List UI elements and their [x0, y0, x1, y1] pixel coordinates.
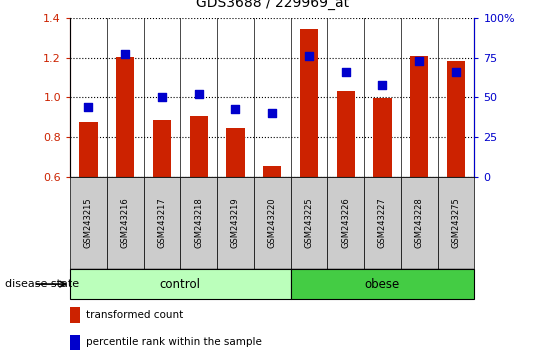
- Bar: [70, 307, 80, 323]
- Bar: [143, 177, 181, 269]
- Bar: [300, 29, 318, 177]
- Bar: [226, 128, 245, 177]
- Bar: [70, 269, 291, 299]
- Bar: [263, 166, 281, 177]
- Bar: [217, 177, 254, 269]
- Text: GSM243228: GSM243228: [414, 198, 424, 249]
- Text: control: control: [160, 278, 201, 291]
- Text: percentile rank within the sample: percentile rank within the sample: [86, 337, 262, 348]
- Text: GSM243217: GSM243217: [157, 198, 167, 249]
- Point: [195, 91, 203, 97]
- Point: [121, 51, 129, 57]
- Bar: [364, 177, 401, 269]
- Text: GSM243220: GSM243220: [268, 198, 277, 249]
- Bar: [336, 91, 355, 177]
- Bar: [116, 57, 134, 177]
- Text: transformed count: transformed count: [86, 310, 183, 320]
- Point: [231, 105, 240, 111]
- Point: [415, 58, 424, 64]
- Text: obese: obese: [365, 278, 400, 291]
- Text: GSM243219: GSM243219: [231, 198, 240, 249]
- Bar: [181, 177, 217, 269]
- Point: [157, 95, 166, 100]
- Text: GSM243227: GSM243227: [378, 198, 387, 249]
- Text: GSM243215: GSM243215: [84, 198, 93, 249]
- Bar: [190, 116, 208, 177]
- Bar: [401, 177, 438, 269]
- Text: GSM243226: GSM243226: [341, 198, 350, 249]
- Bar: [410, 56, 429, 177]
- Bar: [327, 177, 364, 269]
- Point: [378, 82, 387, 87]
- Bar: [291, 177, 327, 269]
- Bar: [153, 120, 171, 177]
- Bar: [70, 335, 80, 350]
- Text: GSM243225: GSM243225: [305, 198, 314, 249]
- Bar: [79, 122, 98, 177]
- Text: GDS3688 / 229969_at: GDS3688 / 229969_at: [196, 0, 349, 10]
- Point: [305, 53, 313, 59]
- Point: [84, 104, 93, 110]
- Text: disease state: disease state: [5, 279, 80, 289]
- Bar: [291, 269, 474, 299]
- Bar: [70, 177, 107, 269]
- Bar: [438, 177, 474, 269]
- Point: [341, 69, 350, 75]
- Text: GSM243275: GSM243275: [452, 198, 460, 249]
- Point: [452, 69, 460, 75]
- Bar: [254, 177, 291, 269]
- Point: [268, 110, 277, 116]
- Bar: [447, 61, 465, 177]
- Text: GSM243218: GSM243218: [194, 198, 203, 249]
- Text: GSM243216: GSM243216: [121, 198, 130, 249]
- Bar: [373, 98, 392, 177]
- Bar: [107, 177, 143, 269]
